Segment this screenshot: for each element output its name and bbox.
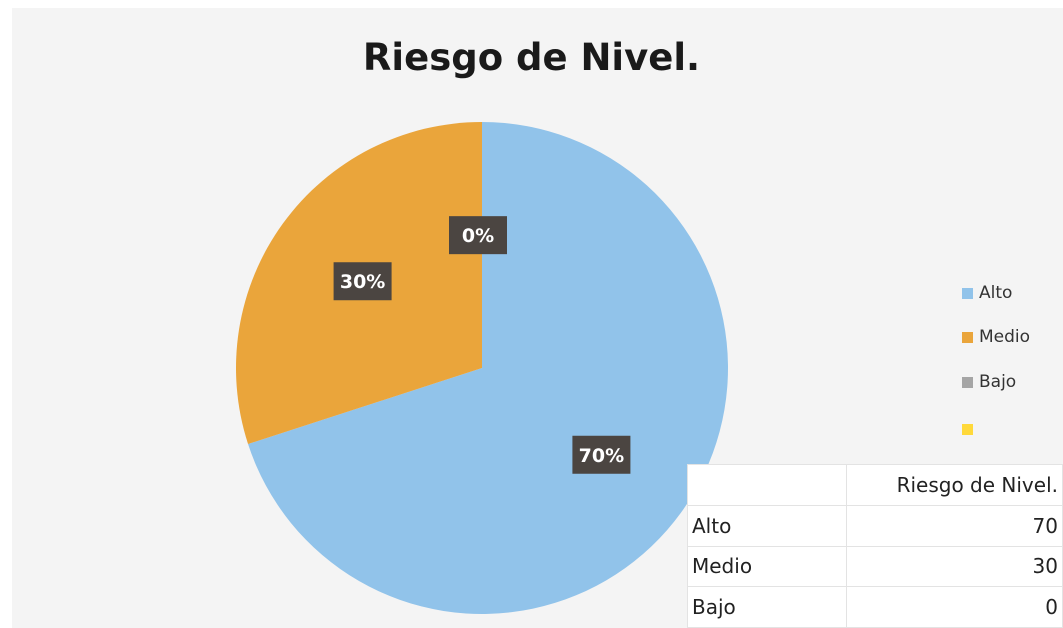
chart-title: Riesgo de Nivel. <box>362 36 701 79</box>
table-header-cell: Riesgo de Nivel. <box>846 464 1063 506</box>
table-category-cell: Medio <box>687 545 847 588</box>
pie-slice-alto <box>248 122 728 614</box>
table-row: Medio 30 <box>687 545 1063 588</box>
legend-item-alto: Alto <box>962 281 1012 305</box>
legend-item-bajo: Bajo <box>962 370 1016 394</box>
legend-label: Medio <box>979 327 1031 347</box>
table-value-cell: 30 <box>846 545 1063 588</box>
data-label-text: 30% <box>340 271 385 293</box>
data-label-box <box>449 216 507 255</box>
data-label: 30% <box>333 262 392 301</box>
data-label: 0% <box>449 216 507 255</box>
table-header-row: Riesgo de Nivel. <box>687 464 1063 506</box>
table-category-cell: Bajo <box>687 586 847 628</box>
legend-label: Bajo <box>979 372 1017 392</box>
table-row: Alto 70 <box>687 504 1063 547</box>
table-row: Bajo 0 <box>687 586 1063 628</box>
data-label-box <box>572 435 631 474</box>
data-label-text: 70% <box>579 445 624 467</box>
legend-label: Alto <box>979 283 1013 303</box>
legend-swatch-medio <box>962 331 973 343</box>
data-label: 70% <box>572 435 631 474</box>
table-corner-cell <box>687 464 847 506</box>
legend-swatch-blank <box>962 423 973 435</box>
legend-item-blank <box>962 417 979 441</box>
table-category-cell: Alto <box>687 504 847 547</box>
data-label-box <box>333 262 392 301</box>
data-label-text: 0% <box>462 225 494 247</box>
table-value-cell: 0 <box>846 586 1063 628</box>
legend-swatch-alto <box>962 287 973 299</box>
legend-swatch-bajo <box>962 376 973 388</box>
data-table: Riesgo de Nivel. Alto 70 Medio 30 Bajo 0 <box>687 464 1063 628</box>
table-value-cell: 70 <box>846 504 1063 547</box>
legend-item-medio: Medio <box>962 325 1030 349</box>
